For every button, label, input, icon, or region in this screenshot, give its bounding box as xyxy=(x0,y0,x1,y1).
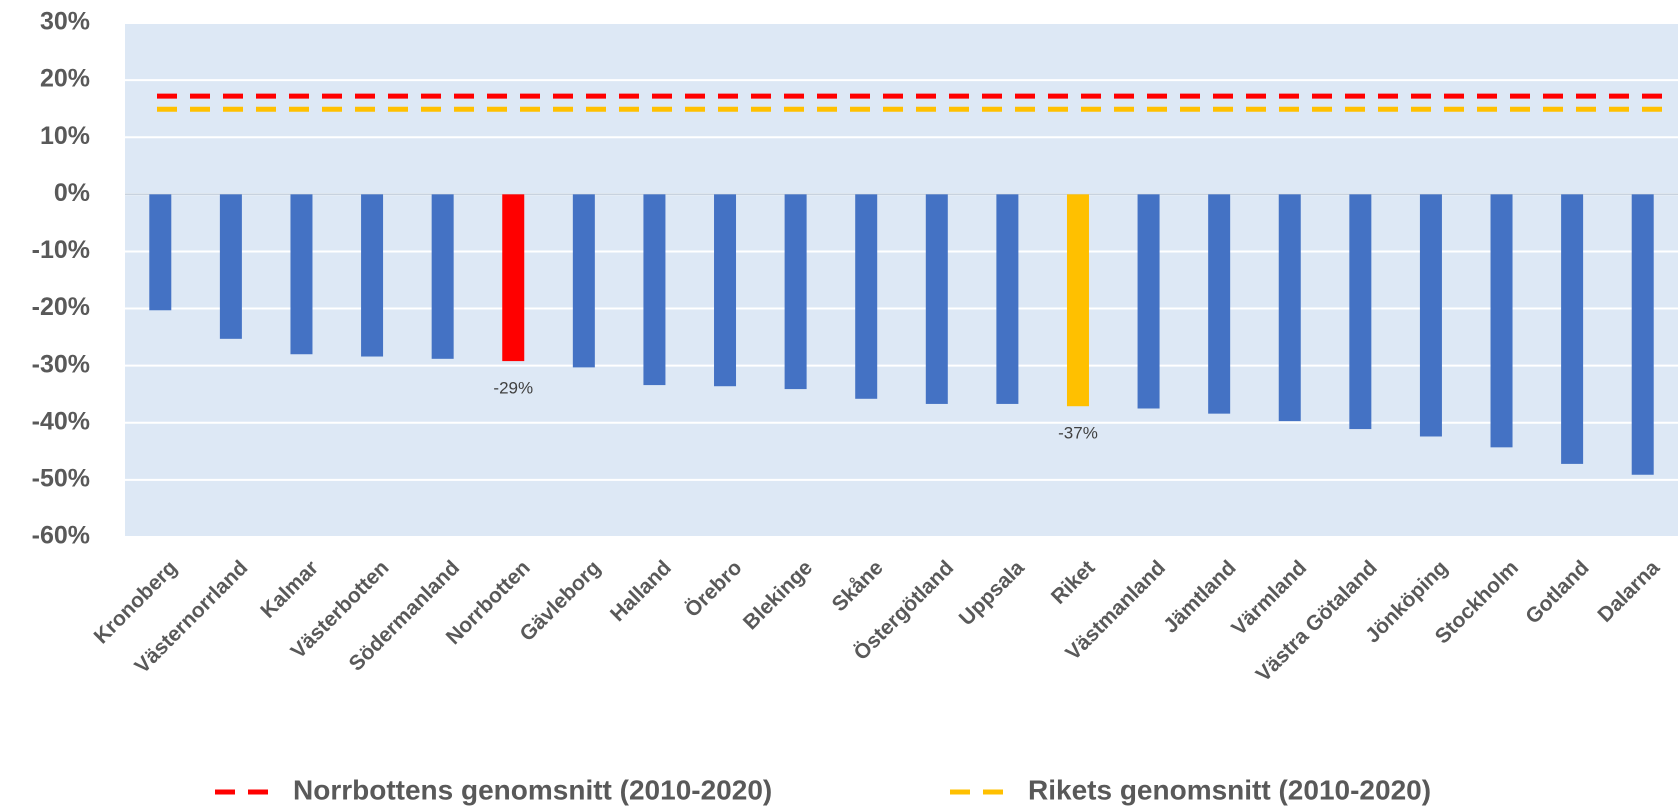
x-tick-label: Blekinge xyxy=(739,556,817,634)
legend-label: Norrbottens genomsnitt (2010-2020) xyxy=(293,774,772,805)
y-tick-label: 20% xyxy=(40,65,90,93)
x-tick-label: Gotland xyxy=(1521,556,1593,628)
bar xyxy=(1278,194,1301,422)
bar xyxy=(502,194,525,362)
plot-area xyxy=(125,23,1678,537)
bar xyxy=(925,194,948,404)
bar xyxy=(149,194,172,311)
bar xyxy=(431,194,454,359)
y-tick-label: -10% xyxy=(32,236,90,264)
x-tick-label: Örebro xyxy=(681,556,747,622)
y-tick-label: -60% xyxy=(32,522,90,550)
data-label: -37% xyxy=(1058,424,1098,443)
bar xyxy=(1561,194,1584,464)
bar xyxy=(219,194,242,339)
bar xyxy=(643,194,666,386)
y-tick-label: -20% xyxy=(32,293,90,321)
bar xyxy=(1490,194,1513,448)
data-label: -29% xyxy=(493,379,533,398)
x-tick-label: Uppsala xyxy=(955,556,1029,630)
y-tick-label: 10% xyxy=(40,122,90,150)
y-tick-label: 30% xyxy=(40,8,90,36)
y-tick-label: -30% xyxy=(32,350,90,378)
x-tick-label: Riket xyxy=(1047,556,1100,609)
bar xyxy=(361,194,384,357)
bar xyxy=(855,194,878,399)
bar xyxy=(290,194,313,355)
bar xyxy=(1137,194,1160,409)
bar xyxy=(1066,194,1089,407)
bar xyxy=(1208,194,1231,414)
x-tick-label: Halland xyxy=(606,556,676,626)
bar xyxy=(714,194,737,387)
bar xyxy=(996,194,1019,404)
x-tick-label: Skåne xyxy=(828,556,888,616)
x-tick-label: Västra Götaland xyxy=(1252,556,1382,686)
bar xyxy=(1419,194,1442,437)
y-tick-label: -50% xyxy=(32,464,90,492)
bar xyxy=(784,194,807,390)
legend-label: Rikets genomsnitt (2010-2020) xyxy=(1028,774,1431,805)
x-tick-label: Kalmar xyxy=(256,556,323,623)
y-tick-label: 0% xyxy=(54,179,90,207)
y-tick-label: -40% xyxy=(32,407,90,435)
bar xyxy=(572,194,595,368)
x-tick-label: Dalarna xyxy=(1593,556,1664,627)
bar xyxy=(1631,194,1654,475)
bar xyxy=(1349,194,1372,430)
